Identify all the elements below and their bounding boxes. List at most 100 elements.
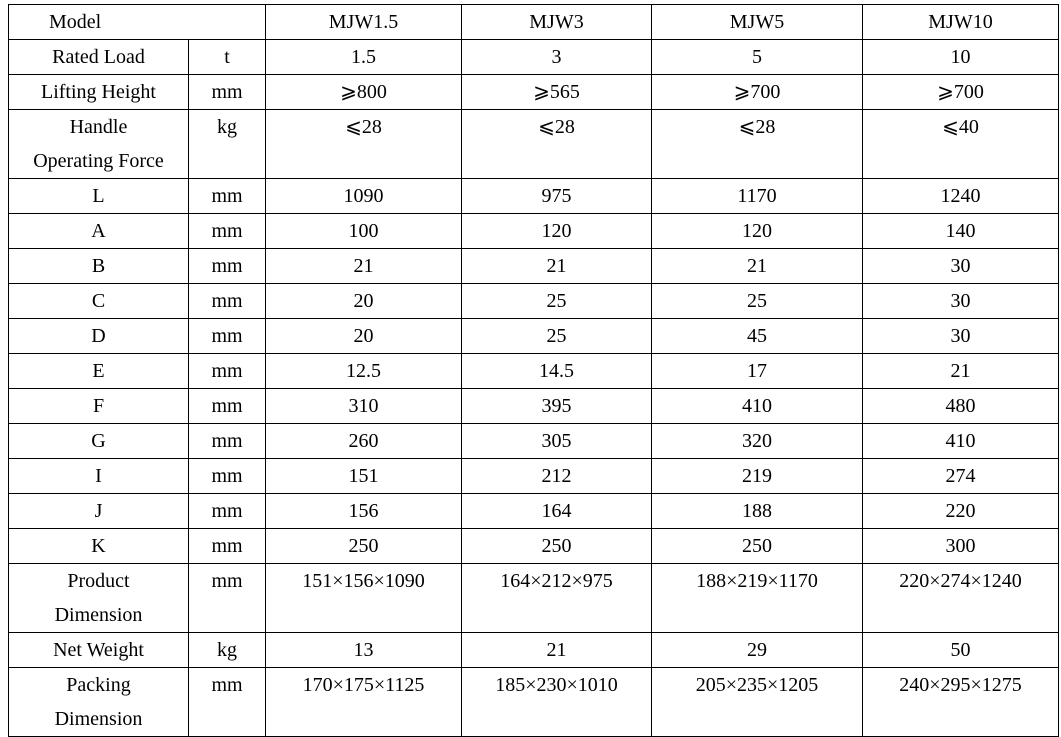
value-cell: 220 bbox=[862, 493, 1059, 529]
table-row: Rated Load t 1.5 3 5 10 bbox=[8, 39, 1059, 75]
value-cell: 12.5 bbox=[265, 353, 462, 389]
row-label: I bbox=[8, 458, 189, 494]
value-cell: 1.5 bbox=[265, 39, 462, 75]
value-cell: 20 bbox=[265, 283, 462, 319]
unit-cell: t bbox=[188, 39, 266, 75]
value-cell: 14.5 bbox=[461, 353, 652, 389]
row-label: A bbox=[8, 213, 189, 249]
value-cell: 170×175×1125 bbox=[265, 667, 462, 737]
value-cell: 120 bbox=[651, 213, 863, 249]
value-cell: 395 bbox=[461, 388, 652, 424]
value-cell: 219 bbox=[651, 458, 863, 494]
value-cell: 30 bbox=[862, 283, 1059, 319]
value-cell: 21 bbox=[265, 248, 462, 284]
value-cell: 29 bbox=[651, 632, 863, 668]
value-cell: 185×230×1010 bbox=[461, 667, 652, 737]
value-cell: 320 bbox=[651, 423, 863, 459]
value-cell: 188 bbox=[651, 493, 863, 529]
value-cell: 45 bbox=[651, 318, 863, 354]
value-cell: 250 bbox=[651, 528, 863, 564]
value-cell: 410 bbox=[651, 388, 863, 424]
value-cell: 151 bbox=[265, 458, 462, 494]
row-label: G bbox=[8, 423, 189, 459]
row-label: Handle Operating Force bbox=[8, 109, 189, 179]
header-cell: MJW10 bbox=[862, 4, 1059, 40]
value-cell: 1170 bbox=[651, 178, 863, 214]
value-cell: ⩽28 bbox=[461, 109, 652, 179]
unit-cell: mm bbox=[188, 423, 266, 459]
unit-cell: mm bbox=[188, 667, 266, 737]
value-cell: 25 bbox=[651, 283, 863, 319]
value-cell: 220×274×1240 bbox=[862, 563, 1059, 633]
value-cell: 300 bbox=[862, 528, 1059, 564]
unit-cell: mm bbox=[188, 248, 266, 284]
unit-cell: mm bbox=[188, 283, 266, 319]
spec-table: Model MJW1.5 MJW3 MJW5 MJW10 Rated Load t 1.5 3 5… bbox=[8, 4, 1059, 737]
table-row: Lifting Height mm ⩾800 ⩾565 ⩾700 ⩾700 bbox=[8, 74, 1059, 110]
value-cell: 30 bbox=[862, 318, 1059, 354]
unit-cell: mm bbox=[188, 213, 266, 249]
value-cell: 164×212×975 bbox=[461, 563, 652, 633]
row-label: F bbox=[8, 388, 189, 424]
table-row: Packing Dimension mm 170×175×1125 185×230×1… bbox=[8, 667, 1059, 737]
row-label: J bbox=[8, 493, 189, 529]
header-model: Model bbox=[8, 4, 266, 40]
unit-cell: mm bbox=[188, 178, 266, 214]
value-cell: 21 bbox=[651, 248, 863, 284]
value-cell: 120 bbox=[461, 213, 652, 249]
value-cell: 156 bbox=[265, 493, 462, 529]
unit-cell: mm bbox=[188, 458, 266, 494]
value-cell: 305 bbox=[461, 423, 652, 459]
unit-cell: mm bbox=[188, 74, 266, 110]
value-cell: 212 bbox=[461, 458, 652, 494]
value-cell: 975 bbox=[461, 178, 652, 214]
header-cell: MJW1.5 bbox=[265, 4, 462, 40]
value-cell: 21 bbox=[461, 632, 652, 668]
row-label: E bbox=[8, 353, 189, 389]
unit-cell: mm bbox=[188, 563, 266, 633]
value-cell: 10 bbox=[862, 39, 1059, 75]
value-cell: 480 bbox=[862, 388, 1059, 424]
value-cell: ⩽28 bbox=[651, 109, 863, 179]
table-row: Net Weight kg 13 21 29 50 bbox=[8, 632, 1059, 668]
unit-cell: kg bbox=[188, 632, 266, 668]
header-cell: MJW5 bbox=[651, 4, 863, 40]
value-cell: 310 bbox=[265, 388, 462, 424]
row-label: Net Weight bbox=[8, 632, 189, 668]
value-cell: 5 bbox=[651, 39, 863, 75]
table-body: Model MJW1.5 MJW3 MJW5 MJW10 Rated Load t 1.5 3 5… bbox=[8, 4, 1059, 737]
value-cell: 274 bbox=[862, 458, 1059, 494]
row-label: Lifting Height bbox=[8, 74, 189, 110]
value-cell: ⩽28 bbox=[265, 109, 462, 179]
value-cell: 205×235×1205 bbox=[651, 667, 863, 737]
row-label: B bbox=[8, 248, 189, 284]
value-cell: ⩽40 bbox=[862, 109, 1059, 179]
value-cell: 250 bbox=[265, 528, 462, 564]
row-label: D bbox=[8, 318, 189, 354]
unit-cell: mm bbox=[188, 388, 266, 424]
value-cell: ⩾700 bbox=[651, 74, 863, 110]
value-cell: 410 bbox=[862, 423, 1059, 459]
row-label: Product Dimension bbox=[8, 563, 189, 633]
table-row: Product Dimension mm 151×156×1090 164×212×9… bbox=[8, 563, 1059, 633]
value-cell: 188×219×1170 bbox=[651, 563, 863, 633]
value-cell: 21 bbox=[862, 353, 1059, 389]
value-cell: 30 bbox=[862, 248, 1059, 284]
value-cell: 13 bbox=[265, 632, 462, 668]
row-label: L bbox=[8, 178, 189, 214]
value-cell: 50 bbox=[862, 632, 1059, 668]
row-label: K bbox=[8, 528, 189, 564]
unit-cell: mm bbox=[188, 528, 266, 564]
